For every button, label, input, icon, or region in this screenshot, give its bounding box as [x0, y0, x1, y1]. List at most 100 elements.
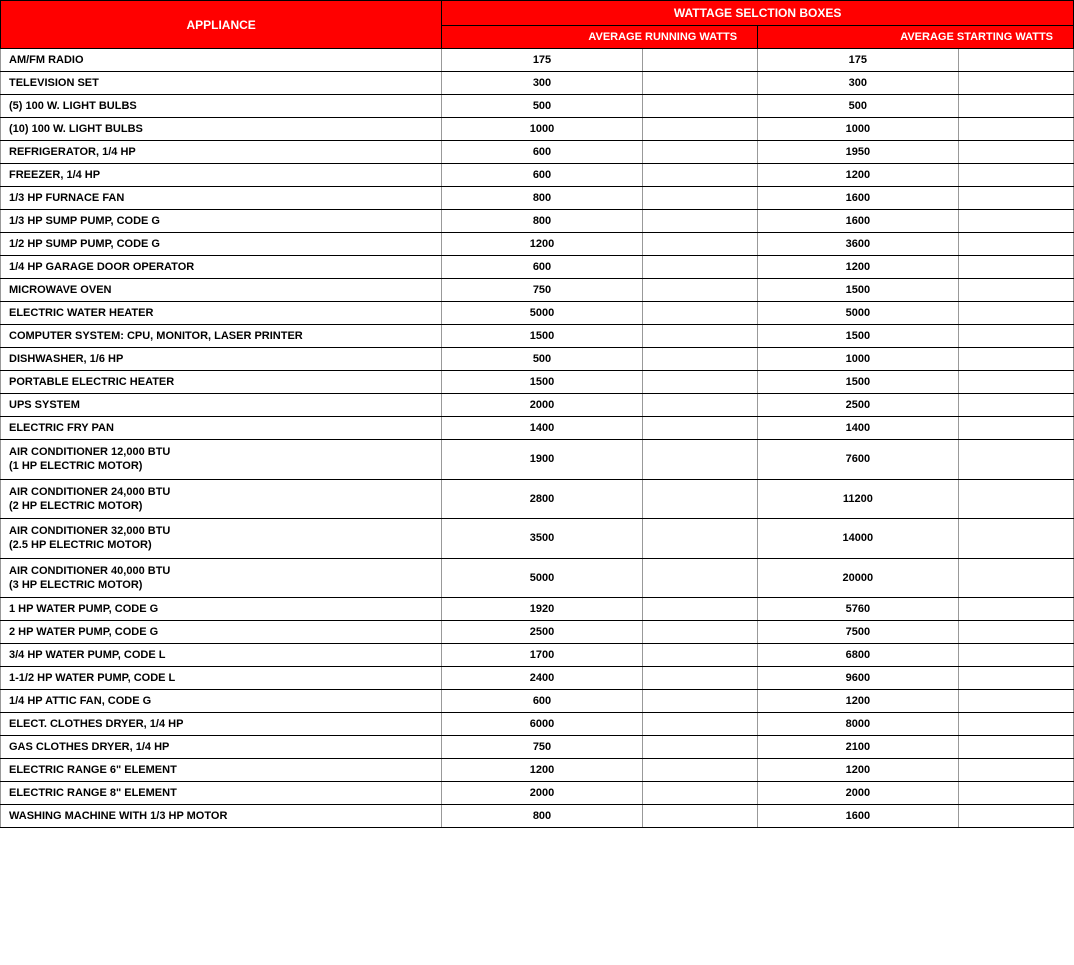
starting-watts-cell: 1200	[758, 759, 959, 782]
starting-watts-cell: 1950	[758, 141, 959, 164]
spacer-cell	[958, 479, 1073, 519]
spacer-cell	[642, 519, 757, 559]
table-row: AIR CONDITIONER 32,000 BTU(2.5 HP ELECTR…	[1, 519, 1074, 559]
table-row: (10) 100 W. LIGHT BULBS10001000	[1, 118, 1074, 141]
table-row: 1 HP WATER PUMP, CODE G19205760	[1, 598, 1074, 621]
appliance-cell: UPS SYSTEM	[1, 394, 442, 417]
running-watts-cell: 800	[442, 187, 643, 210]
header-starting-watts: AVERAGE STARTING WATTS	[758, 25, 1074, 48]
table-row: 2 HP WATER PUMP, CODE G25007500	[1, 621, 1074, 644]
appliance-cell: 1/4 HP GARAGE DOOR OPERATOR	[1, 256, 442, 279]
running-watts-cell: 6000	[442, 713, 643, 736]
spacer-cell	[958, 95, 1073, 118]
spacer-cell	[958, 759, 1073, 782]
spacer-cell	[958, 302, 1073, 325]
starting-watts-cell: 1200	[758, 164, 959, 187]
table-row: ELECTRIC RANGE 6" ELEMENT12001200	[1, 759, 1074, 782]
spacer-cell	[958, 279, 1073, 302]
starting-watts-cell: 5760	[758, 598, 959, 621]
spacer-cell	[642, 95, 757, 118]
running-watts-cell: 800	[442, 805, 643, 828]
starting-watts-cell: 1000	[758, 348, 959, 371]
spacer-cell	[958, 256, 1073, 279]
running-watts-cell: 175	[442, 49, 643, 72]
running-watts-cell: 3500	[442, 519, 643, 559]
spacer-cell	[642, 141, 757, 164]
spacer-cell	[958, 118, 1073, 141]
starting-watts-cell: 2100	[758, 736, 959, 759]
spacer-cell	[642, 302, 757, 325]
spacer-cell	[642, 558, 757, 598]
spacer-cell	[958, 667, 1073, 690]
running-watts-cell: 750	[442, 279, 643, 302]
header-wattage-group: WATTAGE SELCTION BOXES	[442, 1, 1074, 26]
spacer-cell	[642, 348, 757, 371]
running-watts-cell: 600	[442, 690, 643, 713]
spacer-cell	[958, 187, 1073, 210]
starting-watts-cell: 2000	[758, 782, 959, 805]
header-appliance: APPLIANCE	[1, 1, 442, 49]
spacer-cell	[958, 690, 1073, 713]
spacer-cell	[958, 713, 1073, 736]
appliance-cell: WASHING MACHINE WITH 1/3 HP MOTOR	[1, 805, 442, 828]
spacer-cell	[958, 233, 1073, 256]
spacer-cell	[642, 210, 757, 233]
table-row: MICROWAVE OVEN7501500	[1, 279, 1074, 302]
starting-watts-cell: 7600	[758, 440, 959, 480]
table-row: 1/4 HP GARAGE DOOR OPERATOR6001200	[1, 256, 1074, 279]
table-row: 1/2 HP SUMP PUMP, CODE G12003600	[1, 233, 1074, 256]
starting-watts-cell: 9600	[758, 667, 959, 690]
table-row: UPS SYSTEM20002500	[1, 394, 1074, 417]
spacer-cell	[642, 690, 757, 713]
starting-watts-cell: 1600	[758, 187, 959, 210]
spacer-cell	[958, 49, 1073, 72]
spacer-cell	[642, 233, 757, 256]
starting-watts-cell: 20000	[758, 558, 959, 598]
appliance-cell: ELECT. CLOTHES DRYER, 1/4 HP	[1, 713, 442, 736]
running-watts-cell: 1500	[442, 371, 643, 394]
spacer-cell	[958, 164, 1073, 187]
starting-watts-cell: 14000	[758, 519, 959, 559]
starting-watts-cell: 1600	[758, 210, 959, 233]
table-row: COMPUTER SYSTEM: CPU, MONITOR, LASER PRI…	[1, 325, 1074, 348]
spacer-cell	[958, 736, 1073, 759]
spacer-cell	[642, 72, 757, 95]
running-watts-cell: 750	[442, 736, 643, 759]
spacer-cell	[958, 782, 1073, 805]
appliance-cell: (10) 100 W. LIGHT BULBS	[1, 118, 442, 141]
spacer-cell	[958, 371, 1073, 394]
table-row: 1-1/2 HP WATER PUMP, CODE L24009600	[1, 667, 1074, 690]
table-header: APPLIANCE WATTAGE SELCTION BOXES AVERAGE…	[1, 1, 1074, 49]
starting-watts-cell: 1200	[758, 690, 959, 713]
spacer-cell	[958, 440, 1073, 480]
appliance-cell: REFRIGERATOR, 1/4 HP	[1, 141, 442, 164]
spacer-cell	[642, 667, 757, 690]
appliance-cell: ELECTRIC FRY PAN	[1, 417, 442, 440]
running-watts-cell: 600	[442, 164, 643, 187]
appliance-cell: AIR CONDITIONER 12,000 BTU(1 HP ELECTRIC…	[1, 440, 442, 480]
spacer-cell	[642, 164, 757, 187]
table-row: ELECTRIC RANGE 8" ELEMENT20002000	[1, 782, 1074, 805]
spacer-cell	[642, 325, 757, 348]
appliance-cell: AIR CONDITIONER 32,000 BTU(2.5 HP ELECTR…	[1, 519, 442, 559]
starting-watts-cell: 175	[758, 49, 959, 72]
appliance-cell: GAS CLOTHES DRYER, 1/4 HP	[1, 736, 442, 759]
spacer-cell	[642, 479, 757, 519]
appliance-cell: (5) 100 W. LIGHT BULBS	[1, 95, 442, 118]
table-row: (5) 100 W. LIGHT BULBS500500	[1, 95, 1074, 118]
spacer-cell	[642, 805, 757, 828]
table-row: FREEZER, 1/4 HP600 1200	[1, 164, 1074, 187]
appliance-cell: FREEZER, 1/4 HP	[1, 164, 442, 187]
spacer-cell	[958, 417, 1073, 440]
starting-watts-cell: 2500	[758, 394, 959, 417]
running-watts-cell: 1500	[442, 325, 643, 348]
table-row: DISHWASHER, 1/6 HP5001000	[1, 348, 1074, 371]
appliance-cell: 3/4 HP WATER PUMP, CODE L	[1, 644, 442, 667]
table-row: AIR CONDITIONER 40,000 BTU(3 HP ELECTRIC…	[1, 558, 1074, 598]
spacer-cell	[642, 621, 757, 644]
spacer-cell	[642, 440, 757, 480]
running-watts-cell: 2800	[442, 479, 643, 519]
appliance-cell: ELECTRIC WATER HEATER	[1, 302, 442, 325]
appliance-cell: AIR CONDITIONER 40,000 BTU(3 HP ELECTRIC…	[1, 558, 442, 598]
table-row: 1/4 HP ATTIC FAN, CODE G6001200	[1, 690, 1074, 713]
